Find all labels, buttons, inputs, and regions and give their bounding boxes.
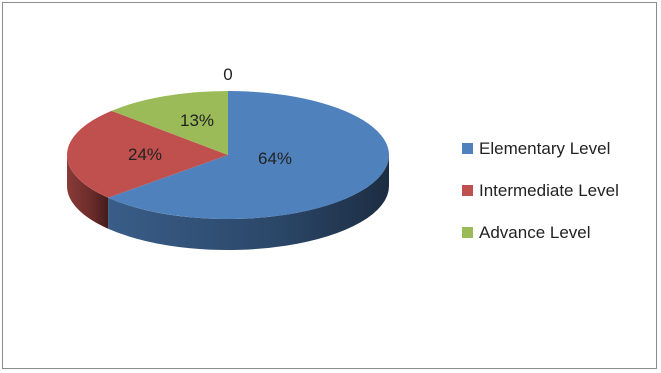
data-label-1: 24% xyxy=(128,145,162,164)
legend-label-1: Intermediate Level xyxy=(479,181,619,200)
pie-side-0 xyxy=(108,155,389,250)
legend-swatch-0 xyxy=(462,143,473,154)
data-label-2: 13% xyxy=(180,111,214,130)
legend-label-2: Advance Level xyxy=(479,223,591,242)
data-label-3: 0 xyxy=(223,65,232,84)
pie-slice-2 xyxy=(111,91,228,155)
data-label-0: 64% xyxy=(258,149,292,168)
legend-label-0: Elementary Level xyxy=(479,139,610,158)
pie-slice-1 xyxy=(67,110,229,198)
legend-swatch-1 xyxy=(462,185,473,196)
pie-side-1 xyxy=(67,155,109,229)
pie-slice-0 xyxy=(108,91,389,219)
legend-swatch-2 xyxy=(462,227,473,238)
